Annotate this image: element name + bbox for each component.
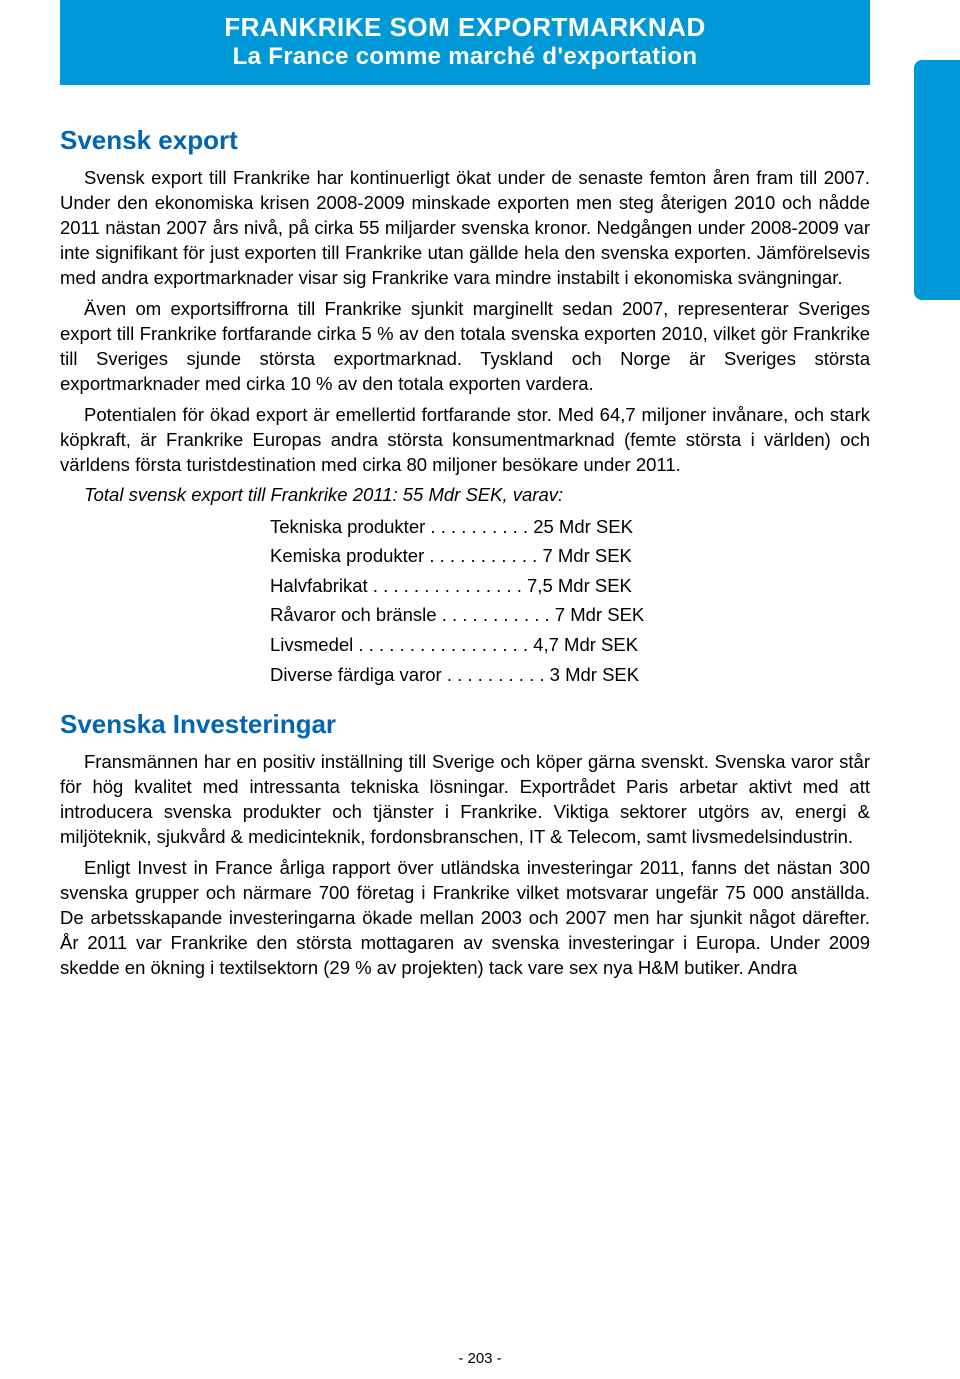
product-row: Livsmedel . . . . . . . . . . . . . . . …: [60, 630, 870, 660]
paragraph: Enligt Invest in France årliga rapport ö…: [60, 856, 870, 981]
product-row: Tekniska produkter . . . . . . . . . . 2…: [60, 512, 870, 542]
product-row: Kemiska produkter . . . . . . . . . . . …: [60, 541, 870, 571]
page-banner: FRANKRIKE SOM EXPORTMARKNAD La France co…: [60, 0, 870, 85]
product-list: Tekniska produkter . . . . . . . . . . 2…: [60, 512, 870, 690]
export-total-line: Total svensk export till Frankrike 2011:…: [60, 484, 870, 506]
paragraph: Även om exportsiffrorna till Frankrike s…: [60, 297, 870, 397]
section-heading-invest: Svenska Investeringar: [60, 709, 870, 740]
banner-subtitle: La France comme marché d'exportation: [100, 43, 830, 71]
page-number: - 203 -: [0, 1350, 960, 1367]
product-row: Halvfabrikat . . . . . . . . . . . . . .…: [60, 571, 870, 601]
banner-title: FRANKRIKE SOM EXPORTMARKNAD: [100, 12, 830, 43]
section-heading-export: Svensk export: [60, 125, 870, 156]
side-tab: [914, 60, 960, 300]
paragraph: Svensk export till Frankrike har kontinu…: [60, 166, 870, 291]
paragraph: Fransmännen har en positiv inställning t…: [60, 750, 870, 850]
page-content: Svensk export Svensk export till Frankri…: [0, 85, 960, 1007]
paragraph: Potentialen för ökad export är emellerti…: [60, 403, 870, 478]
product-row: Diverse färdiga varor . . . . . . . . . …: [60, 660, 870, 690]
product-row: Råvaror och bränsle . . . . . . . . . . …: [60, 600, 870, 630]
